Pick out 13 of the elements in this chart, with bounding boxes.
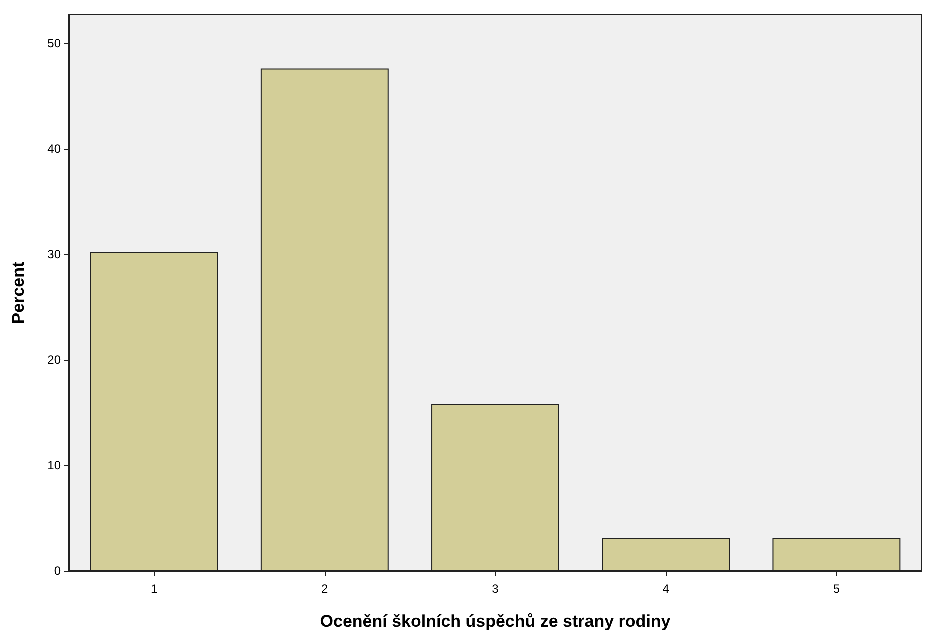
x-tick-label: 2 xyxy=(322,582,329,596)
y-tick-label: 40 xyxy=(48,142,62,156)
x-tick-label: 5 xyxy=(833,582,840,596)
y-axis-title: Percent xyxy=(9,261,28,324)
y-tick-label: 0 xyxy=(54,564,62,578)
x-tick-label: 4 xyxy=(662,582,670,596)
y-tick-label: 10 xyxy=(48,458,62,472)
y-tick-label: 30 xyxy=(48,247,62,262)
y-tick-label: 20 xyxy=(48,352,62,367)
x-axis-title: Ocenění školních úspěchů ze strany rodiny xyxy=(320,612,672,631)
x-tick-label: 1 xyxy=(150,582,158,596)
x-tick-label: 3 xyxy=(492,582,500,596)
y-tick-label: 50 xyxy=(48,36,62,50)
